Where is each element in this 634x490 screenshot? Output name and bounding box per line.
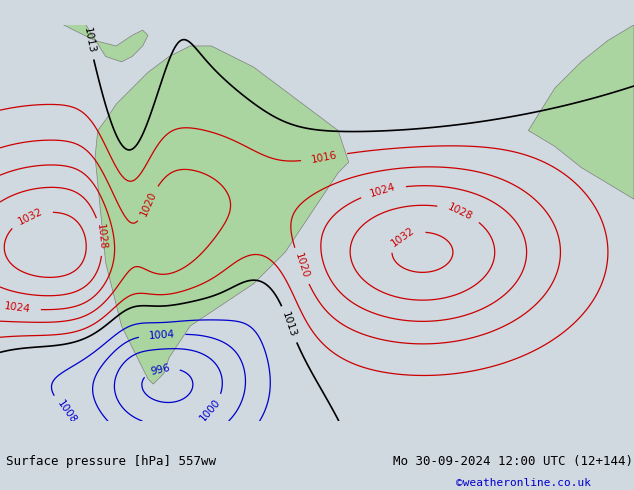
Text: 1013: 1013 (82, 27, 97, 54)
Text: 1020: 1020 (138, 190, 158, 218)
Text: Surface pressure [hPa] 557ww: Surface pressure [hPa] 557ww (6, 455, 216, 468)
Text: 1004: 1004 (148, 329, 176, 341)
Text: 1024: 1024 (4, 301, 31, 315)
Text: 1028: 1028 (94, 223, 108, 250)
Text: 996: 996 (150, 362, 172, 376)
Text: ©weatheronline.co.uk: ©weatheronline.co.uk (456, 478, 592, 489)
Polygon shape (95, 46, 349, 384)
Text: 1032: 1032 (16, 206, 44, 227)
Polygon shape (53, 9, 148, 62)
Text: 1020: 1020 (292, 252, 310, 280)
Polygon shape (528, 25, 634, 199)
Text: 1016: 1016 (310, 150, 338, 165)
Text: 1032: 1032 (389, 225, 417, 248)
Text: 1013: 1013 (280, 310, 298, 339)
Text: 1008: 1008 (55, 398, 78, 425)
Text: 1028: 1028 (446, 201, 474, 222)
Text: 1024: 1024 (369, 182, 397, 199)
Text: Mo 30-09-2024 12:00 UTC (12+144): Mo 30-09-2024 12:00 UTC (12+144) (393, 455, 633, 468)
Text: 1000: 1000 (197, 397, 222, 424)
